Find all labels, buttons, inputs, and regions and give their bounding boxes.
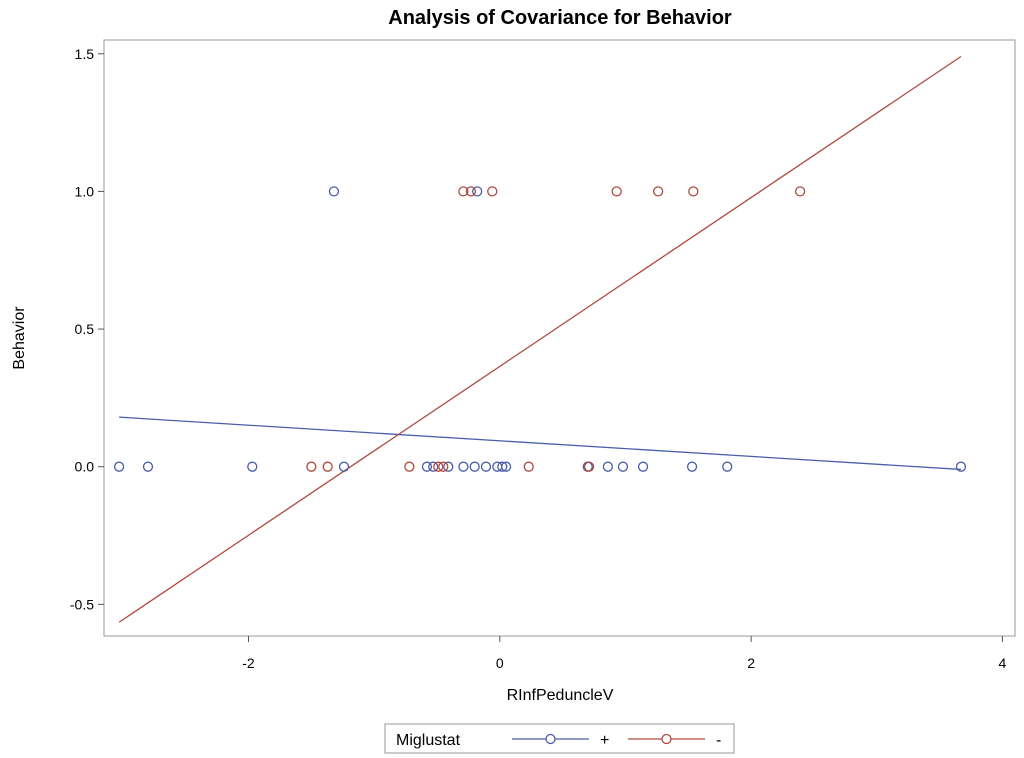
data-point-series-1 <box>722 461 733 472</box>
data-point-series-2 <box>438 461 449 472</box>
data-point-series-2 <box>404 461 415 472</box>
data-point-series-1 <box>443 461 454 472</box>
y-tick-label: 0.0 <box>75 459 95 475</box>
x-tick-label: 0 <box>496 655 504 671</box>
data-point-series-2 <box>433 461 444 472</box>
data-point-series-1 <box>497 461 508 472</box>
legend: Miglustat + - <box>384 723 735 754</box>
legend-label-series-1: + <box>600 732 609 749</box>
x-tick-label: 2 <box>747 655 755 671</box>
x-tick-label: 4 <box>999 655 1007 671</box>
legend-marker-series-2 <box>661 733 672 745</box>
data-point-series-1 <box>458 461 469 472</box>
data-point-series-1 <box>338 461 350 472</box>
fit-line-series-2 <box>118 55 962 623</box>
data-point-series-1 <box>617 461 629 472</box>
data-point-series-1 <box>637 461 649 472</box>
data-point-series-1 <box>247 461 258 472</box>
data-point-series-1 <box>328 186 340 197</box>
data-point-series-2 <box>688 186 699 197</box>
data-point-series-1 <box>142 461 154 472</box>
x-axis: -2 0 2 4 <box>242 636 1007 671</box>
legend-marker-series-1 <box>545 733 556 745</box>
data-point-series-1 <box>472 186 483 197</box>
data-point-series-2 <box>465 186 477 197</box>
data-point-series-1 <box>421 461 433 472</box>
legend-title: Miglustat <box>396 732 461 749</box>
y-axis-label: Behavior <box>11 306 28 370</box>
plot-frame <box>103 39 1016 637</box>
y-axis: -0.5 0.0 0.5 1.0 1.5 <box>70 46 104 612</box>
data-point-series-2 <box>306 461 317 472</box>
data-point-series-2 <box>487 186 498 197</box>
data-point-series-1 <box>480 461 492 472</box>
x-axis-label: RInfPeduncleV <box>507 687 614 704</box>
data-point-series-2 <box>611 186 622 197</box>
fit-lines <box>118 55 962 623</box>
data-points <box>113 186 967 472</box>
data-point-series-1 <box>955 461 967 472</box>
data-point-series-1 <box>428 461 439 472</box>
y-tick-label: 1.5 <box>75 46 95 62</box>
legend-items: + - <box>512 732 721 749</box>
chart-title: Analysis of Covariance for Behavior <box>388 7 732 29</box>
x-tick-label: -2 <box>242 655 255 671</box>
y-tick-label: 1.0 <box>75 183 95 199</box>
data-point-series-2 <box>583 461 595 472</box>
data-point-series-1 <box>686 461 698 472</box>
data-point-series-1 <box>113 461 125 472</box>
y-tick-label: 0.5 <box>75 321 95 337</box>
fit-line-series-1 <box>119 416 962 471</box>
legend-label-series-2: - <box>716 732 721 749</box>
data-point-series-2 <box>794 186 806 197</box>
data-point-series-2 <box>652 186 664 197</box>
y-tick-label: -0.5 <box>70 596 94 612</box>
data-point-series-2 <box>458 186 469 197</box>
data-point-series-2 <box>523 461 534 472</box>
data-point-series-2 <box>322 461 333 472</box>
data-point-series-1 <box>500 461 512 472</box>
data-point-series-1 <box>469 461 480 472</box>
data-point-series-1 <box>602 461 614 472</box>
